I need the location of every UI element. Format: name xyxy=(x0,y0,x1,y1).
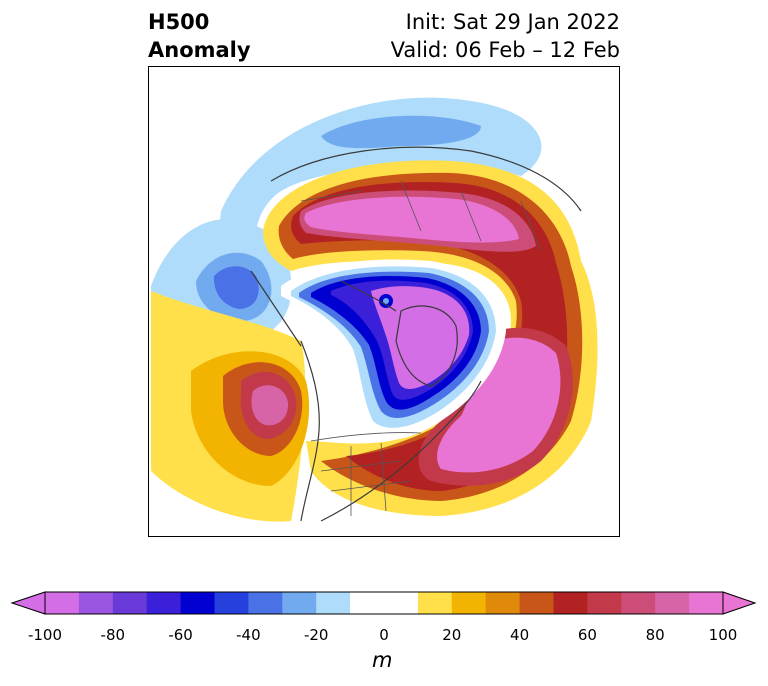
colorbar-tick-label: -60 xyxy=(168,626,193,644)
border-eurasia xyxy=(300,180,542,252)
colorbar-unit: m xyxy=(372,648,393,672)
negative-anomaly-north-core xyxy=(321,115,481,149)
coastline-alaska xyxy=(250,270,302,347)
colorbar-cell xyxy=(485,592,521,614)
colorbar-tick-label: 80 xyxy=(645,626,665,644)
colorbar-cell xyxy=(78,592,114,614)
colorbar-cells xyxy=(45,592,724,614)
colorbar-cell xyxy=(248,592,283,614)
colorbar-cell xyxy=(655,592,690,614)
title-variable: H500 xyxy=(148,10,210,34)
colorbar-tick-label: -80 xyxy=(100,626,126,644)
colorbar-cell xyxy=(180,592,215,614)
colorbar-cell xyxy=(282,592,317,614)
colorbar-cell xyxy=(587,592,622,614)
colorbar-tick-label: 0 xyxy=(379,626,389,644)
colorbar-outline xyxy=(44,591,724,615)
colorbar-cell xyxy=(451,592,487,614)
coastlines xyxy=(250,146,582,522)
colorbar-cell xyxy=(350,592,385,614)
colorbar-tick-label: -100 xyxy=(27,626,63,644)
border-us-canada xyxy=(310,432,422,442)
colorbar-extend-high xyxy=(722,591,757,615)
colorbar-cell xyxy=(519,592,554,614)
colorbar-tick-label: 20 xyxy=(442,626,462,644)
positive-anomaly-pacific-peak xyxy=(251,385,289,426)
negative-anomaly-arctic-peak xyxy=(371,286,470,389)
colorbar-tick-label: 60 xyxy=(577,626,597,644)
colorbar-cell xyxy=(112,592,148,614)
positive-anomaly-atlantic-peak xyxy=(437,337,561,473)
colorbar-cell xyxy=(45,592,80,614)
map-title: H500 Anomaly xyxy=(148,8,251,64)
colorbar xyxy=(10,591,757,615)
init-date: Init: Sat 29 Jan 2022 xyxy=(405,10,620,34)
borders xyxy=(300,180,542,516)
colorbar-tick-label: 100 xyxy=(708,626,738,644)
colorbar-cell xyxy=(417,592,453,614)
colorbar-cell xyxy=(384,592,419,614)
colorbar-cell xyxy=(553,592,588,614)
anomaly-map xyxy=(148,66,620,537)
colorbar-extend-low xyxy=(10,591,46,615)
negative-anomaly-west-core xyxy=(213,266,259,309)
colorbar-tick-label: -20 xyxy=(303,626,329,644)
negative-anomaly-low-eye xyxy=(383,298,389,304)
border-states xyxy=(320,442,412,516)
colorbar-tick-label: 40 xyxy=(510,626,530,644)
negative-anomaly-north-ring xyxy=(220,97,542,273)
colorbar-cell xyxy=(689,592,724,614)
colorbar-cell xyxy=(316,592,351,614)
title-field: Anomaly xyxy=(148,38,251,62)
valid-dates: Valid: 06 Feb – 12 Feb xyxy=(390,38,620,62)
positive-anomaly-ridge-peak xyxy=(304,196,519,243)
anomaly-map-canvas xyxy=(151,97,598,522)
coastline-north-america-east xyxy=(320,380,482,522)
colorbar-cell xyxy=(214,592,249,614)
coastline-eurasia xyxy=(270,146,582,212)
map-dates: Init: Sat 29 Jan 2022 Valid: 06 Feb – 12… xyxy=(391,8,620,64)
colorbar-cell xyxy=(621,592,656,614)
coastline-greenland xyxy=(395,305,458,387)
colorbar-tick-label: -40 xyxy=(236,626,261,644)
coastline-canada-arctic xyxy=(340,280,397,312)
colorbar-cell xyxy=(146,592,182,614)
coastline-north-america-west xyxy=(300,340,320,522)
